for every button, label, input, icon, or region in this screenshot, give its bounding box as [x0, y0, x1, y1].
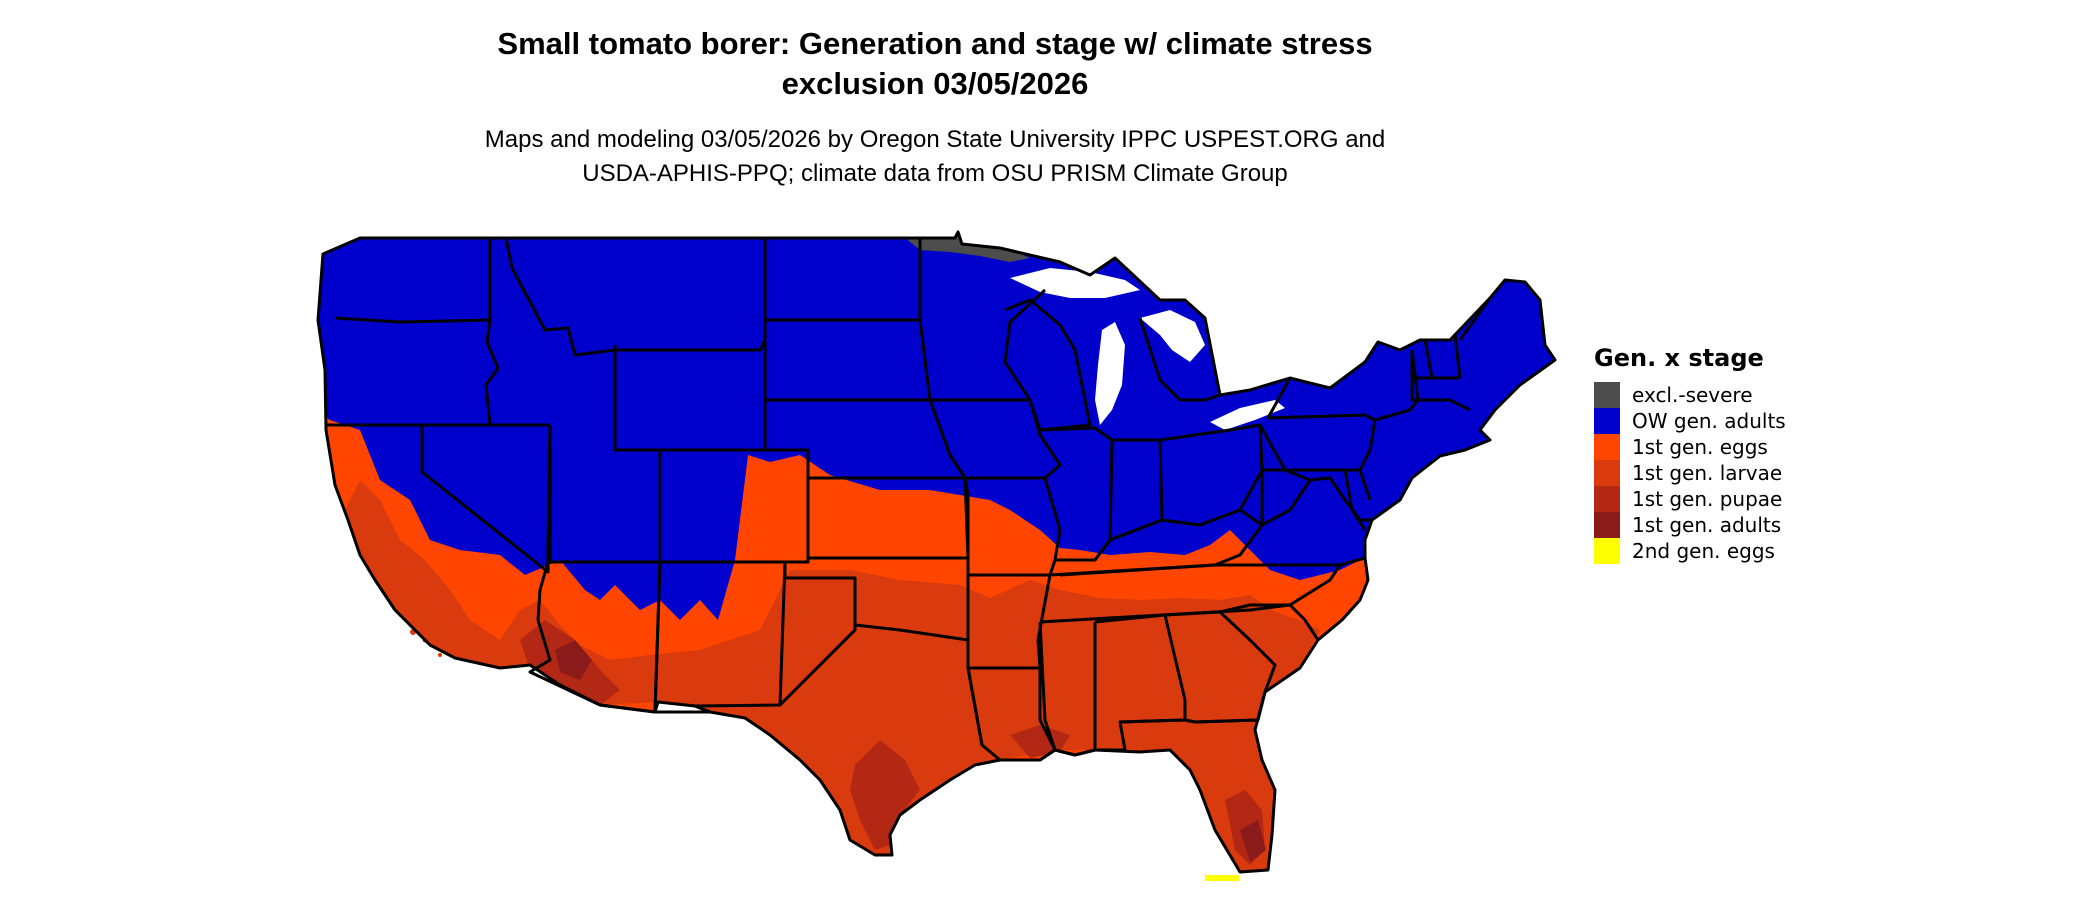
border-ms	[1038, 621, 1097, 757]
map-title: Small tomato borer: Generation and stage…	[330, 24, 1540, 104]
border-me	[1458, 297, 1492, 341]
legend-swatch	[1594, 512, 1620, 538]
lake-erie	[1210, 400, 1285, 430]
island-channel-3	[438, 653, 442, 657]
subtitle-line-2: USDA-APHIS-PPQ; climate data from OSU PR…	[582, 160, 1288, 187]
legend-swatch	[1594, 460, 1620, 486]
border-nm	[653, 561, 787, 714]
legend-item: 1st gen. eggs	[1594, 434, 1894, 460]
legend-label: 1st gen. pupae	[1632, 487, 1783, 511]
legend-item: OW gen. adults	[1594, 408, 1894, 434]
border-ne-states	[1410, 334, 1471, 412]
map-subtitle: Maps and modeling 03/05/2026 by Oregon S…	[330, 123, 1540, 191]
lake-huron	[1140, 310, 1205, 362]
region-1st-gen-pupae-2	[850, 740, 920, 850]
legend-label: 2nd gen. eggs	[1632, 539, 1775, 563]
border-sc	[1219, 603, 1320, 641]
border-mi	[1138, 317, 1221, 402]
border-id-wa	[484, 238, 500, 426]
legend-item: 1st gen. larvae	[1594, 460, 1894, 486]
stage-regions	[318, 232, 1555, 872]
border-ky	[1055, 508, 1264, 577]
legend-label: 1st gen. adults	[1632, 513, 1782, 537]
border-pa	[1258, 413, 1377, 472]
subtitle-line-1: Maps and modeling 03/05/2026 by Oregon S…	[484, 126, 1386, 153]
border-nd-sd-ne-ks	[763, 238, 808, 452]
legend-title: Gen. x stage	[1594, 344, 1764, 372]
border-la	[966, 667, 1057, 762]
state-boundaries	[316, 230, 1557, 874]
border-ny	[1266, 349, 1420, 422]
legend-item: 1st gen. pupae	[1594, 486, 1894, 512]
border-md-de	[1343, 469, 1372, 531]
border-nc	[1215, 556, 1366, 567]
legend-label: 1st gen. eggs	[1632, 435, 1768, 459]
legend-swatch	[1594, 486, 1620, 512]
border-az	[528, 561, 662, 714]
border-id-mt	[504, 237, 616, 357]
region-1st-gen-adults-1	[555, 640, 592, 680]
legend-label: 1st gen. larvae	[1632, 461, 1783, 485]
region-excl-severe	[905, 234, 1030, 262]
region-2nd-gen-eggs	[1205, 875, 1239, 881]
legend-swatch	[1594, 382, 1620, 408]
legend-item: excl.-severe	[1594, 382, 1894, 408]
legend: Gen. x stage excl.-severe OW gen. adults 1…	[1594, 344, 1894, 564]
legend-item: 1st gen. adults	[1594, 512, 1894, 538]
legend-item: 2nd gen. eggs	[1594, 538, 1894, 564]
border-mt-south	[615, 339, 767, 352]
legend-swatch	[1594, 408, 1620, 434]
legend-swatch	[1594, 434, 1620, 460]
region-1st-gen-larvae	[340, 480, 1320, 872]
lake-ontario	[1290, 365, 1350, 382]
border-dakotas	[765, 318, 930, 402]
title-line-1: Small tomato borer: Generation and stage…	[497, 26, 1373, 61]
legend-swatch	[1594, 538, 1620, 564]
legend-label: excl.-severe	[1632, 383, 1753, 407]
legend-label: OW gen. adults	[1632, 409, 1786, 433]
legend-items: excl.-severe OW gen. adults 1st gen. eggs 1…	[1594, 382, 1894, 564]
region-1st-gen-adults-2	[1240, 820, 1266, 862]
border-fl	[1119, 718, 1259, 724]
lake-michigan	[1095, 322, 1125, 425]
border-wa-or	[334, 316, 491, 324]
title-line-2: exclusion 03/05/2026	[781, 66, 1089, 101]
